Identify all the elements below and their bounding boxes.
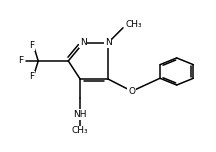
Text: O: O — [128, 86, 135, 96]
Text: N: N — [80, 38, 87, 47]
Text: F: F — [29, 41, 34, 50]
Text: CH₃: CH₃ — [72, 126, 88, 135]
Text: F: F — [19, 56, 24, 66]
Text: F: F — [29, 71, 34, 81]
Text: CH₃: CH₃ — [125, 20, 142, 29]
Text: NH: NH — [73, 110, 87, 119]
Text: N: N — [105, 38, 111, 47]
